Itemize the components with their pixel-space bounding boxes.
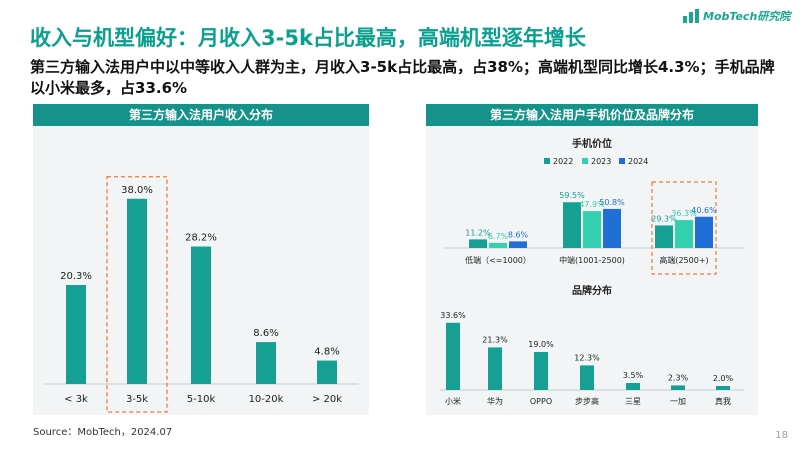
price-category-label: 高端(2500+) — [659, 255, 708, 265]
brand-value-label: 2.3% — [668, 373, 689, 382]
price-value-label: 29.3% — [651, 214, 677, 223]
price-bar — [489, 242, 507, 248]
page-title: 收入与机型偏好：月收入3-5k占比最高，高端机型逐年增长 — [30, 26, 586, 50]
income-chart: 20.3% < 3k 38.0% 3-5k 28.2% 5-10k 8.6% 10-20k 4.… — [45, 176, 359, 413]
logo-text: MobTech研究院 — [703, 10, 791, 23]
income-panel: 第三方输入法用户收入分布 20.3% < 3k 38.0% 3-5k 28.2% 5-10… — [33, 104, 369, 415]
source-note: Source：MobTech，2024.07 — [33, 427, 173, 438]
price-bar — [563, 202, 581, 248]
brand-bar — [534, 352, 548, 390]
page-number: 18 — [775, 430, 788, 441]
price-value-label: 11.2% — [465, 228, 491, 237]
brand-value-label: 33.6% — [440, 311, 466, 320]
brand-bar — [626, 383, 640, 390]
income-category-label: 3-5k — [126, 394, 148, 405]
brand-value-label: 12.3% — [574, 353, 600, 362]
legend-label: 2023 — [591, 157, 611, 166]
price-bar — [655, 225, 673, 248]
income-bar — [317, 360, 337, 384]
income-category-label: > 20k — [312, 394, 342, 405]
price-value-label: 50.8% — [599, 198, 625, 207]
income-value-label: 20.3% — [60, 271, 92, 282]
page-subtitle: 第三方输入法用户中以中等收入人群为主，月收入3-5k占比最高，占38%；高端机型… — [30, 58, 775, 97]
brand-value-label: 2.0% — [713, 374, 734, 383]
income-category-label: 5-10k — [187, 394, 216, 405]
price-bar — [603, 208, 621, 248]
price-value-label: 47.9% — [579, 200, 605, 209]
brand-bar — [716, 386, 730, 390]
price-highlight-box — [651, 181, 717, 275]
income-value-label: 28.2% — [185, 233, 217, 244]
income-category-label: < 3k — [64, 394, 88, 405]
brand-value-label: 19.0% — [528, 340, 554, 349]
income-value-label: 38.0% — [121, 185, 153, 196]
price-value-label: 6.7% — [488, 232, 509, 241]
phone-charts: 手机价位 2022 2023 2024 11.2%6.7% 8.6% 低端（<=1000） 5… — [440, 137, 744, 406]
legend-swatch — [544, 158, 550, 164]
legend-label: 2024 — [628, 157, 648, 166]
income-bar — [127, 198, 147, 384]
price-category-label: 低端（<=1000） — [465, 255, 531, 265]
brand-category-label: 三星 — [625, 397, 641, 406]
brand-category-label: 真我 — [715, 396, 731, 406]
price-bar — [675, 220, 693, 248]
brand-category-label: 一加 — [670, 396, 686, 406]
phone-chart-title: 第三方输入法用户手机价位及品牌分布 — [426, 104, 758, 126]
legend-swatch — [582, 158, 588, 164]
phone-panel: 第三方输入法用户手机价位及品牌分布 手机价位 2022 2023 2024 11.2% 6… — [426, 104, 758, 415]
price-value-label: 8.6% — [508, 230, 529, 239]
brand-bar — [671, 385, 685, 390]
price-bar — [469, 239, 487, 248]
brand-bar — [580, 365, 594, 390]
brand-value-label: 21.3% — [482, 335, 508, 344]
income-category-label: 10-20k — [249, 394, 284, 405]
mobtech-logo: MobTech研究院 — [683, 6, 790, 26]
price-value-label: 40.6% — [691, 206, 717, 215]
price-value-label: 36.3% — [671, 209, 697, 218]
legend-label: 2022 — [553, 157, 573, 166]
legend-swatch — [619, 158, 625, 164]
price-category-label: 中端(1001-2500) — [559, 255, 625, 265]
income-value-label: 8.6% — [253, 328, 278, 339]
income-bar — [256, 342, 276, 384]
price-subtitle: 手机价位 — [572, 137, 612, 150]
brand-subtitle: 品牌分布 — [572, 284, 612, 297]
price-value-label: 59.5% — [559, 191, 585, 200]
income-value-label: 4.8% — [314, 347, 339, 358]
brand-bar — [488, 347, 502, 390]
brand-value-label: 3.5% — [623, 371, 644, 380]
income-bar — [191, 246, 211, 384]
price-bar — [583, 211, 601, 248]
brand-bar — [446, 322, 460, 390]
income-bar — [66, 285, 86, 384]
brand-category-label: 华为 — [487, 396, 503, 406]
income-highlight-box — [106, 176, 168, 413]
brand-category-label: 步步高 — [575, 396, 599, 406]
brand-category-label: OPPO — [530, 397, 552, 406]
price-bar — [509, 241, 527, 248]
price-bar — [695, 216, 713, 248]
logo-bars-icon — [683, 9, 699, 23]
income-chart-title: 第三方输入法用户收入分布 — [33, 104, 369, 126]
brand-category-label: 小米 — [445, 396, 461, 406]
